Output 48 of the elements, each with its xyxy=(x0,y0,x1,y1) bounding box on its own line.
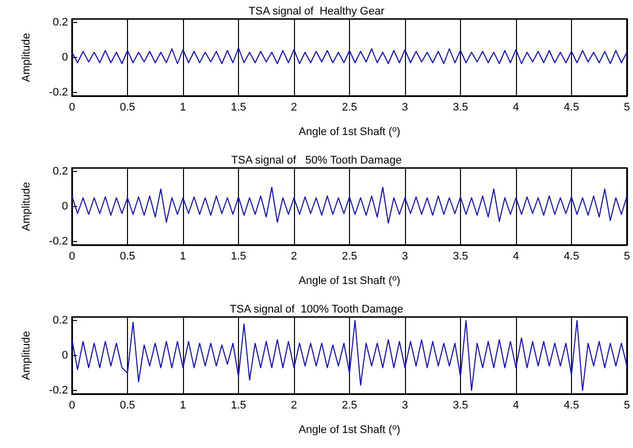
y-tick-label: -0.2 xyxy=(49,384,68,396)
x-tick-label: 0.5 xyxy=(120,102,136,114)
x-tick-label: 2 xyxy=(290,400,298,412)
x-tick-label: 1 xyxy=(180,400,186,412)
y-tick-label: 0 xyxy=(62,350,68,362)
x-tick-label: 4 xyxy=(512,250,520,262)
x-tick-label: 0.5 xyxy=(120,250,136,262)
line-series xyxy=(72,47,628,64)
x-tick-label: 4.5 xyxy=(564,400,580,412)
y-tick-label: 0.2 xyxy=(52,314,68,326)
x-tick-label: 2 xyxy=(290,102,298,114)
x-tick-label: 3 xyxy=(402,102,408,114)
x-tick-label: 5 xyxy=(624,400,630,412)
y-tick-label: -0.2 xyxy=(49,236,68,248)
y-axis-title: Amplitude xyxy=(20,182,32,231)
x-tick-label: 0.5 xyxy=(120,400,136,412)
x-tick-label: 4 xyxy=(512,102,520,114)
x-tick-label: 1.5 xyxy=(230,102,246,114)
x-tick-label: 5 xyxy=(624,250,630,262)
x-tick-label: 4 xyxy=(512,400,520,412)
y-tick-label: 0 xyxy=(62,52,68,64)
y-tick-label: 0.2 xyxy=(52,16,68,28)
x-tick-label: 3.5 xyxy=(452,102,468,114)
y-axis-title: Amplitude xyxy=(20,33,32,82)
y-tick-label: 0 xyxy=(62,200,68,212)
x-tick-label: 2.5 xyxy=(342,102,358,114)
x-tick-label: 2.5 xyxy=(342,250,358,262)
x-tick-label: 3 xyxy=(402,400,408,412)
chart-title: TSA signal of Healthy Gear xyxy=(248,6,385,18)
chart-title: TSA signal of 100% Tooth Damage xyxy=(230,304,404,316)
y-tick-label: 0.2 xyxy=(52,166,68,178)
x-tick-label: 5 xyxy=(624,102,630,114)
x-tick-label: 3 xyxy=(402,250,408,262)
x-tick-label: 3.5 xyxy=(452,400,468,412)
x-tick-label: 1.5 xyxy=(230,400,246,412)
x-tick-label: 1 xyxy=(180,102,186,114)
x-tick-label: 4.5 xyxy=(564,102,580,114)
x-tick-label: 2 xyxy=(290,250,298,262)
x-tick-label: 2.5 xyxy=(342,400,358,412)
x-tick-label: 1.5 xyxy=(230,250,246,262)
line-series xyxy=(72,186,628,224)
y-axis-title: Amplitude xyxy=(20,331,32,380)
x-tick-label: 1 xyxy=(180,250,186,262)
x-tick-label: 3.5 xyxy=(452,250,468,262)
line-series xyxy=(72,320,628,391)
chart-title: TSA signal of 50% Tooth Damage xyxy=(231,154,402,166)
y-tick-label: -0.2 xyxy=(49,86,68,98)
x-tick-label: 4.5 xyxy=(564,250,580,262)
